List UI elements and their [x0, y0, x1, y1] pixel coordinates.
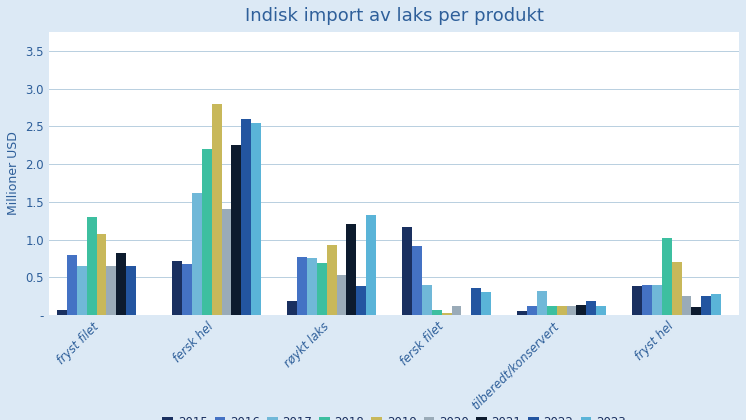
Bar: [126, 266, 137, 315]
Y-axis label: Millioner USD: Millioner USD: [7, 131, 20, 215]
Bar: [421, 285, 432, 315]
Bar: [307, 257, 316, 315]
Bar: [316, 263, 327, 315]
Bar: [212, 104, 222, 315]
Bar: [172, 261, 182, 315]
Bar: [451, 306, 462, 315]
Bar: [517, 311, 527, 315]
Title: Indisk import av laks per produkt: Indisk import av laks per produkt: [245, 7, 543, 25]
Bar: [432, 310, 442, 315]
Bar: [596, 306, 606, 315]
Bar: [346, 224, 357, 315]
Bar: [632, 286, 642, 315]
Bar: [357, 286, 366, 315]
Bar: [692, 307, 701, 315]
Bar: [547, 306, 557, 315]
Bar: [286, 302, 297, 315]
Bar: [297, 257, 307, 315]
Bar: [662, 238, 671, 315]
Bar: [557, 306, 566, 315]
Bar: [251, 123, 261, 315]
Bar: [327, 245, 336, 315]
Bar: [402, 228, 412, 315]
Bar: [77, 266, 87, 315]
Bar: [116, 253, 126, 315]
Bar: [66, 255, 77, 315]
Bar: [652, 285, 662, 315]
Bar: [242, 119, 251, 315]
Bar: [192, 193, 201, 315]
Bar: [231, 145, 242, 315]
Bar: [182, 264, 192, 315]
Bar: [96, 234, 107, 315]
Bar: [442, 313, 451, 315]
Bar: [577, 305, 586, 315]
Legend: 2015, 2016, 2017, 2018, 2019, 2020, 2021, 2022, 2023: 2015, 2016, 2017, 2018, 2019, 2020, 2021…: [157, 412, 630, 420]
Bar: [527, 306, 536, 315]
Bar: [642, 285, 652, 315]
Bar: [366, 215, 376, 315]
Bar: [87, 217, 96, 315]
Bar: [682, 296, 692, 315]
Bar: [712, 294, 721, 315]
Bar: [57, 310, 66, 315]
Bar: [336, 275, 346, 315]
Bar: [671, 262, 682, 315]
Bar: [201, 149, 212, 315]
Bar: [471, 288, 481, 315]
Bar: [222, 209, 231, 315]
Bar: [107, 266, 116, 315]
Bar: [536, 291, 547, 315]
Bar: [586, 301, 596, 315]
Bar: [412, 246, 421, 315]
Bar: [481, 292, 492, 315]
Bar: [701, 296, 712, 315]
Bar: [566, 306, 577, 315]
